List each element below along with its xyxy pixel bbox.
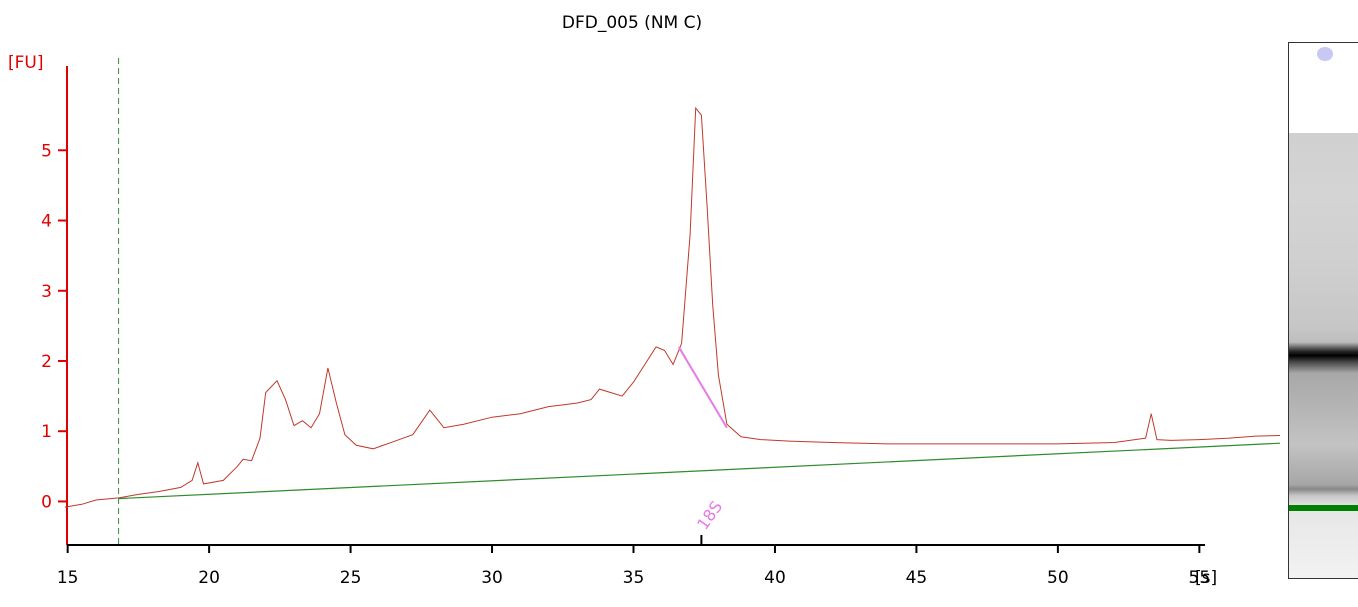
peak-baseline xyxy=(677,346,728,429)
x-tick-label: 30 xyxy=(481,568,503,588)
chart-title: DFD_005 (NM C) xyxy=(562,13,702,33)
gel-band-lower-marker xyxy=(1289,505,1358,511)
x-tick-label: 15 xyxy=(57,568,79,588)
x-tick-label: 55 xyxy=(1189,568,1211,588)
window-marker-lines xyxy=(118,58,120,545)
axes xyxy=(66,66,1205,546)
x-tick-label: 25 xyxy=(340,568,362,588)
x-axis-unit: [s] xyxy=(1195,568,1217,588)
x-tick-label: 45 xyxy=(906,568,928,588)
y-tick-label: 2 xyxy=(41,352,52,372)
y-tick-label: 3 xyxy=(41,282,52,302)
gel-marker-dot xyxy=(1317,47,1333,61)
electropherogram-chart: DFD_005 (NM C) [FU] [s] 15 20 25 30 35 40 45 50… xyxy=(8,13,1280,588)
baseline-line xyxy=(118,442,1280,500)
x-tick-label: 35 xyxy=(623,568,645,588)
gel-lane-body xyxy=(1289,133,1358,578)
x-tick-label: 20 xyxy=(198,568,220,588)
series-group xyxy=(64,106,1280,508)
y-tick-label: 0 xyxy=(41,492,52,512)
x-tick-label: 50 xyxy=(1047,568,1069,588)
peak-label-18s: 18S xyxy=(693,497,726,533)
y-axis-unit: [FU] xyxy=(8,53,44,73)
x-axis-ticks: 15 20 25 30 35 40 45 50 55 xyxy=(57,545,1210,588)
x-tick-label: 40 xyxy=(764,568,786,588)
y-tick-label: 5 xyxy=(41,141,52,161)
y-tick-label: 4 xyxy=(41,212,52,232)
trace-line xyxy=(64,106,1280,508)
y-tick-label: 1 xyxy=(41,422,52,442)
gel-lane-image xyxy=(1288,42,1358,579)
y-axis-ticks: 0 1 2 3 4 5 xyxy=(41,141,67,512)
peak-annotations: 18S xyxy=(677,346,728,545)
